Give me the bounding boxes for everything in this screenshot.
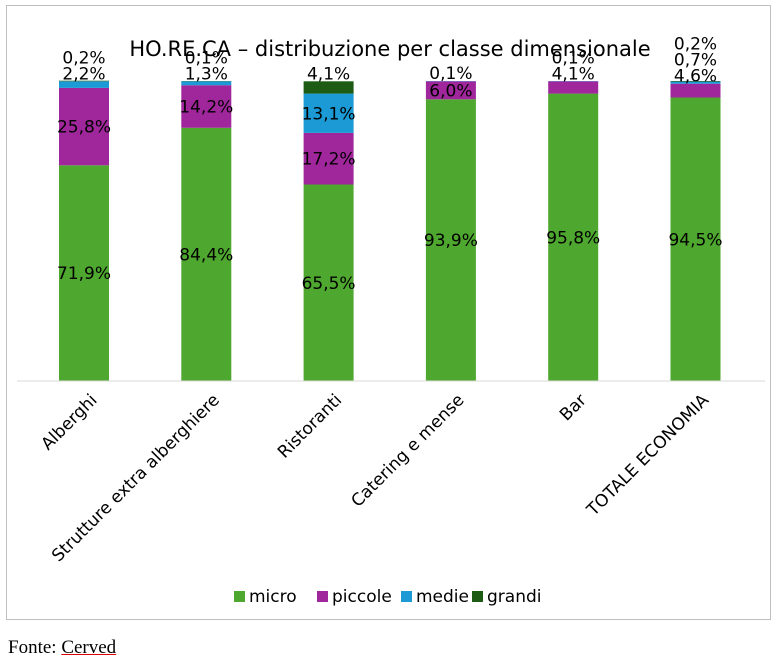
bar-micro-3 <box>425 99 476 382</box>
bar-medie-1 <box>181 81 232 86</box>
bar-micro-5 <box>670 97 721 381</box>
data-label-piccole-0: 25,8% <box>57 118 111 138</box>
bar-piccole-4 <box>548 81 599 94</box>
bar-micro-2 <box>303 184 354 381</box>
bar-grandi-0 <box>59 80 109 82</box>
data-label-medie-0: 2,2% <box>62 64 105 84</box>
data-label-piccole-3: 6,0% <box>429 81 472 101</box>
category-label-3: Catering e mense <box>347 390 468 511</box>
bar-medie-2 <box>303 93 354 133</box>
stacked-bar-chart: HO.RE.CA – distribuzione per classe dime… <box>17 35 765 607</box>
data-label-micro-5: 94,5% <box>668 230 722 250</box>
bars-group: 71,9%25,8%2,2%0,2%84,4%14,2%1,3%0,1%65,5… <box>57 35 723 382</box>
chart-frame: HO.RE.CA – distribuzione per classe dime… <box>6 5 771 620</box>
data-label-piccole-5: 4,6% <box>674 67 717 87</box>
bar-medie-5 <box>670 81 721 84</box>
bar-grandi-5 <box>670 81 721 82</box>
chart-title: HO.RE.CA – distribuzione per classe dime… <box>129 37 650 61</box>
data-label-medie-5: 0,7% <box>674 51 717 71</box>
source-note: Fonte: Cerved <box>8 637 116 659</box>
legend-swatch-piccole <box>317 591 328 602</box>
bar-medie-0 <box>59 81 109 88</box>
data-label-grandi-1: 0,1% <box>185 48 228 68</box>
data-label-micro-2: 65,5% <box>302 274 356 294</box>
data-label-micro-3: 93,9% <box>424 231 478 251</box>
bar-micro-1 <box>181 127 232 381</box>
data-label-medie-2: 13,1% <box>302 104 356 124</box>
legend-label-medie: medie <box>416 587 469 607</box>
bar-grandi-2 <box>303 81 354 94</box>
data-label-piccole-1: 14,2% <box>179 98 233 118</box>
data-label-grandi-0: 0,2% <box>62 48 105 68</box>
bar-micro-0 <box>59 165 109 381</box>
bar-piccole-3 <box>425 81 476 100</box>
data-label-grandi-5: 0,2% <box>674 35 717 55</box>
category-label-2: Ristoranti <box>274 390 346 462</box>
bar-micro-4 <box>548 93 599 381</box>
source-prefix: Fonte: <box>8 637 62 658</box>
data-label-piccole-4: 4,1% <box>552 64 595 84</box>
bar-piccole-5 <box>670 83 721 98</box>
bar-piccole-1 <box>181 85 232 128</box>
source-name: Cerved <box>61 637 117 658</box>
legend-swatch-grandi <box>472 591 483 602</box>
bar-piccole-0 <box>59 87 109 166</box>
data-label-medie-1: 1,3% <box>185 64 228 84</box>
data-label-medie-3: 0,1% <box>429 64 472 84</box>
category-label-4: Bar <box>556 390 591 425</box>
data-label-micro-1: 84,4% <box>179 245 233 265</box>
legend-label-grandi: grandi <box>487 587 542 607</box>
legend-swatch-micro <box>234 591 245 602</box>
data-label-micro-0: 71,9% <box>57 264 111 284</box>
category-label-0: Alberghi <box>37 390 101 454</box>
data-label-piccole-2: 17,2% <box>302 150 356 170</box>
legend-label-micro: micro <box>249 587 297 607</box>
data-label-grandi-2: 4,1% <box>307 64 350 84</box>
legend: micro piccole medie grandi <box>234 587 542 607</box>
data-label-medie-4: 0,1% <box>552 48 595 68</box>
legend-swatch-medie <box>401 591 412 602</box>
bar-piccole-2 <box>303 132 354 185</box>
data-label-micro-4: 95,8% <box>546 228 600 248</box>
category-label-5: TOTALE ECONOMIA <box>583 390 714 521</box>
legend-label-piccole: piccole <box>332 587 392 607</box>
